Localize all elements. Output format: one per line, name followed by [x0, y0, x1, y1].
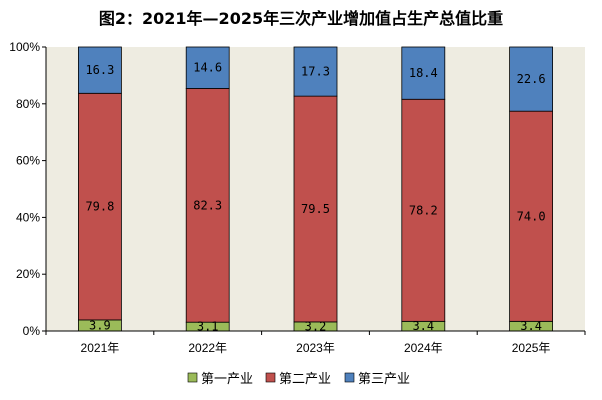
data-label: 74.0 — [517, 209, 546, 223]
data-label: 3.4 — [412, 319, 434, 333]
bar-segment — [509, 110, 554, 322]
bar-segment — [293, 46, 338, 97]
axes-group: 2021年 2022年 2023年 2024年 2025年 0% 20% 40% 60% 80% 1… — [9, 40, 586, 355]
data-label: 79.5 — [301, 202, 330, 216]
bars-group — [78, 46, 554, 332]
legend-swatch — [265, 372, 276, 383]
bar-segment — [78, 92, 122, 321]
legend-swatch — [344, 372, 355, 383]
legend-label: 第一产业 — [201, 372, 253, 387]
legend-swatch — [187, 372, 198, 383]
y-tick-label: 40% — [16, 210, 40, 224]
bar-segment — [401, 98, 446, 322]
data-label: 17.3 — [301, 65, 330, 79]
legend-label: 第三产业 — [358, 372, 410, 387]
legend: 第一产业 第二产业 第三产业 — [187, 372, 410, 387]
y-tick-label: 60% — [16, 154, 40, 168]
data-label: 3.4 — [520, 319, 542, 333]
y-tick-label: 80% — [16, 97, 40, 111]
legend-label: 第二产业 — [279, 372, 331, 387]
bar-segment — [185, 88, 230, 323]
y-tick-label: 100% — [9, 40, 40, 54]
bar-segment — [293, 95, 338, 323]
data-label: 3.2 — [305, 319, 327, 333]
bar-segment — [78, 46, 122, 94]
data-label: 3.1 — [197, 320, 219, 334]
data-label: 16.3 — [85, 63, 114, 77]
data-labels-group: 3.9 79.8 16.3 3.1 82.3 14.6 3.2 79.5 17.3 3.4 78.2… — [85, 61, 545, 334]
x-tick-label: 2025年 — [512, 341, 551, 355]
bar-segment — [185, 46, 230, 89]
y-tick-label: 0% — [23, 324, 41, 338]
data-label: 14.6 — [193, 61, 222, 75]
y-tick-label: 20% — [16, 267, 40, 281]
x-tick-label: 2021年 — [81, 341, 120, 355]
data-label: 18.4 — [409, 66, 438, 80]
data-label: 3.9 — [89, 318, 111, 332]
x-tick-label: 2024年 — [404, 341, 443, 355]
chart-title: 图2：2021年—2025年三次产业增加值占生产总值比重 — [99, 9, 503, 28]
data-label: 78.2 — [409, 203, 438, 217]
data-label: 82.3 — [193, 198, 222, 212]
data-label: 79.8 — [85, 200, 114, 214]
x-tick-label: 2023年 — [296, 341, 335, 355]
bar-segment — [401, 46, 446, 100]
data-label: 22.6 — [517, 72, 546, 86]
x-tick-label: 2022年 — [188, 341, 227, 355]
bar-segment — [509, 46, 554, 112]
